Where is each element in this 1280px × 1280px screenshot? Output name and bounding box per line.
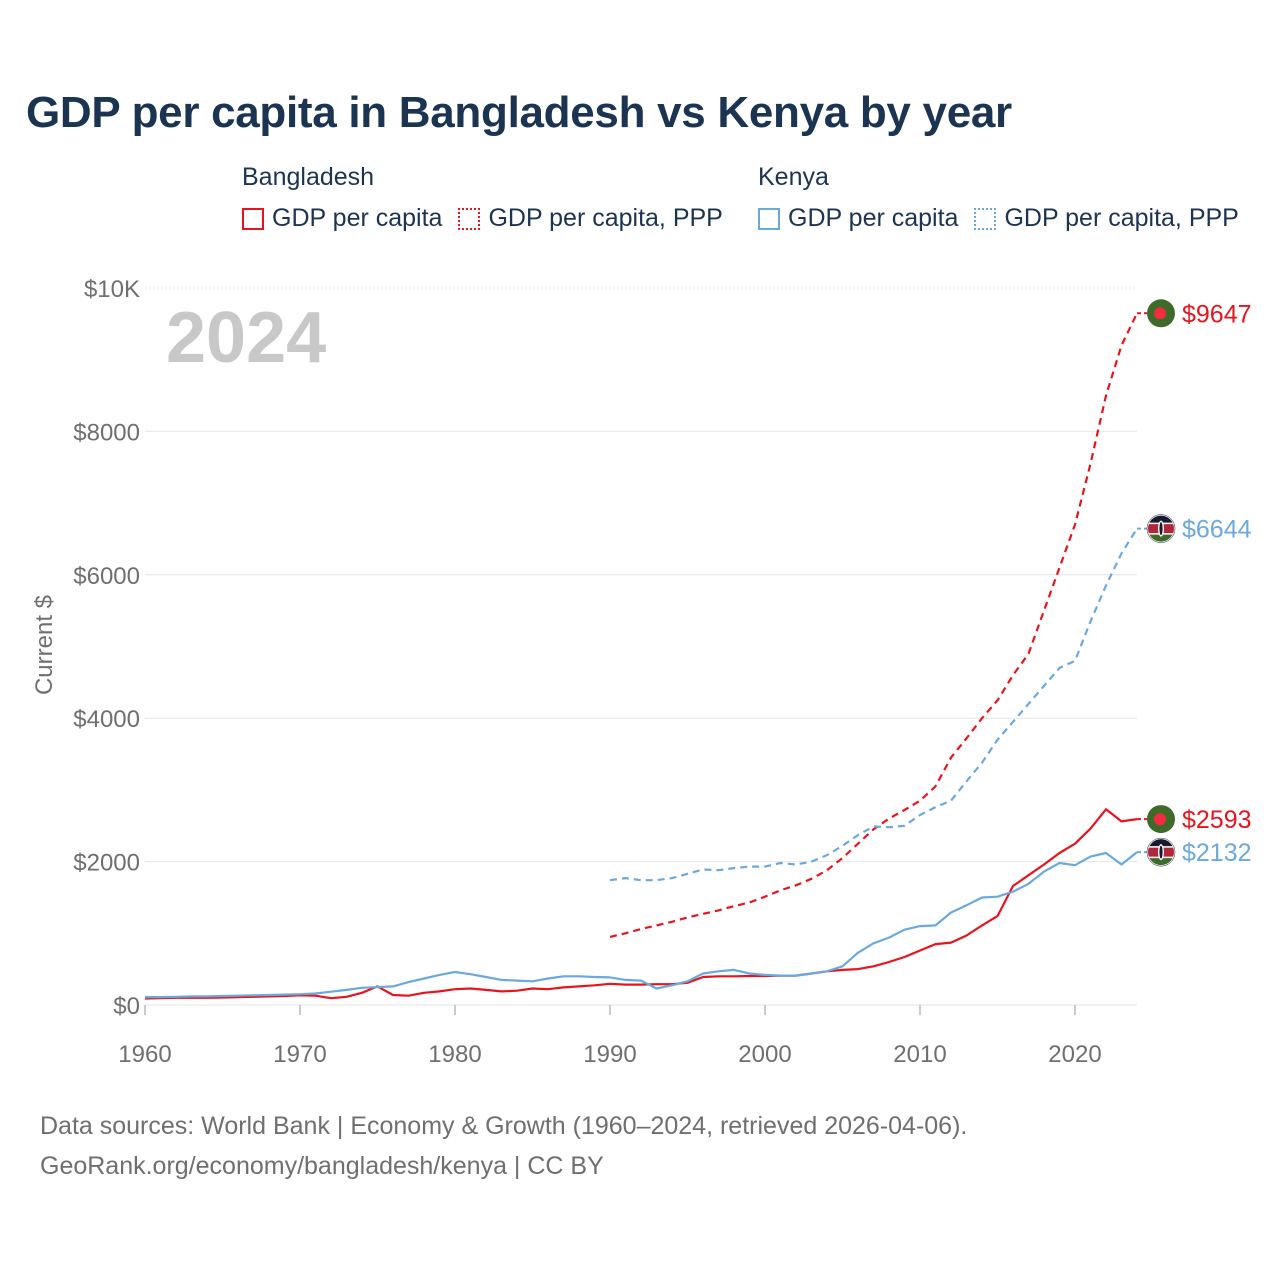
grid [145,287,1137,1006]
flag-marker-bangladesh [1147,299,1175,328]
legend-group-name: Kenya [758,163,829,191]
y-tick-label: $4000 [73,706,140,733]
legend-item-bangladesh-gdp-ppp[interactable]: GDP per capita, PPP [458,204,723,233]
series-line-bangladesh-gdp-per-capita [144,808,1138,1000]
y-axis-label: Current $ [31,595,58,695]
x-tick-label: 2010 [893,1041,946,1068]
flag-band-black [1148,839,1174,848]
x-tick-label: 1960 [118,1041,171,1068]
series-line-kenya-gdp-per-capita [145,851,1138,999]
legend-swatch-solid [242,207,264,230]
year-watermark: 2024 [166,298,326,378]
legend-item-label: GDP per capita [788,204,959,232]
legend-item-bangladesh-gdp[interactable]: GDP per capita [242,204,442,233]
legend-swatch-dotted [458,207,481,230]
y-tick-label: $0 [113,993,140,1020]
flag-disc [1154,307,1166,320]
x-tick-label: 1970 [273,1041,326,1068]
legend-item-label: GDP per capita, PPP [488,204,723,232]
legend-item-label: GDP per capita, PPP [1004,204,1239,232]
x-tick-label: 2020 [1048,1041,1101,1068]
end-value-label: $6644 [1182,516,1252,544]
flag-kenya-icon [1148,515,1174,542]
footer-attribution[interactable]: GeoRank.org/economy/bangladesh/kenya | C… [40,1152,604,1180]
chart-title: GDP per capita in Bangladesh vs Kenya by… [26,88,1012,137]
flag-shield-center [1159,522,1163,536]
legend-item-kenya-gdp[interactable]: GDP per capita [758,204,958,233]
legend-swatch-dotted [974,207,997,230]
end-labels: $9647 $6644 $2593 $2132 [1146,299,1252,867]
footer-sources: Data sources: World Bank | Economy & Gro… [40,1112,968,1140]
flag-border [1146,514,1176,543]
end-value-label: $2593 [1182,806,1252,834]
legend-group-bangladesh: Bangladesh GDP per capita GDP per capita… [242,162,739,233]
series [144,312,1147,1000]
end-value-label: $2132 [1182,839,1252,867]
y-tick-label: $10K [84,276,140,303]
flag-border [1146,837,1176,867]
y-tick-label: $6000 [73,563,140,590]
y-tick-label: $2000 [73,850,140,877]
flag-shield-center [1159,845,1163,859]
flag-band-black [1148,515,1174,524]
flag-marker-kenya [1146,837,1176,867]
axes: $0 $2000 $4000 $6000 $8000 $10K 1960 1970 1980 19… [31,276,1102,1068]
flag-marker-bangladesh [1147,805,1175,834]
legend-item-label: GDP per capita [272,204,443,232]
legend-item-kenya-gdp-ppp[interactable]: GDP per capita, PPP [974,204,1239,233]
legend-group-name: Bangladesh [242,163,375,191]
flag-band-green [1148,857,1174,866]
x-tick-label: 2000 [738,1041,791,1068]
end-value-label: $9647 [1182,300,1252,328]
flag-disc [1154,813,1166,826]
flag-kenya-icon [1148,839,1174,866]
flag-band-green [1148,533,1174,542]
line-chart: $0 $2000 $4000 $6000 $8000 $10K 1960 1970 1980 19… [31,276,1252,1068]
legend-swatch-solid [758,207,780,230]
flag-marker-kenya [1146,514,1176,543]
x-tick-label: 1980 [428,1041,481,1068]
footer: Data sources: World Bank | Economy & Gro… [40,1106,967,1186]
series-line-bangladesh-gdp-per-capita-ppp [609,312,1138,938]
x-tick-label: 1990 [583,1041,636,1068]
series-line-kenya-gdp-per-capita-ppp [609,528,1138,882]
y-tick-label: $8000 [73,419,140,446]
legend-group-kenya: Kenya GDP per capita GDP per capita, PPP [758,162,1255,233]
